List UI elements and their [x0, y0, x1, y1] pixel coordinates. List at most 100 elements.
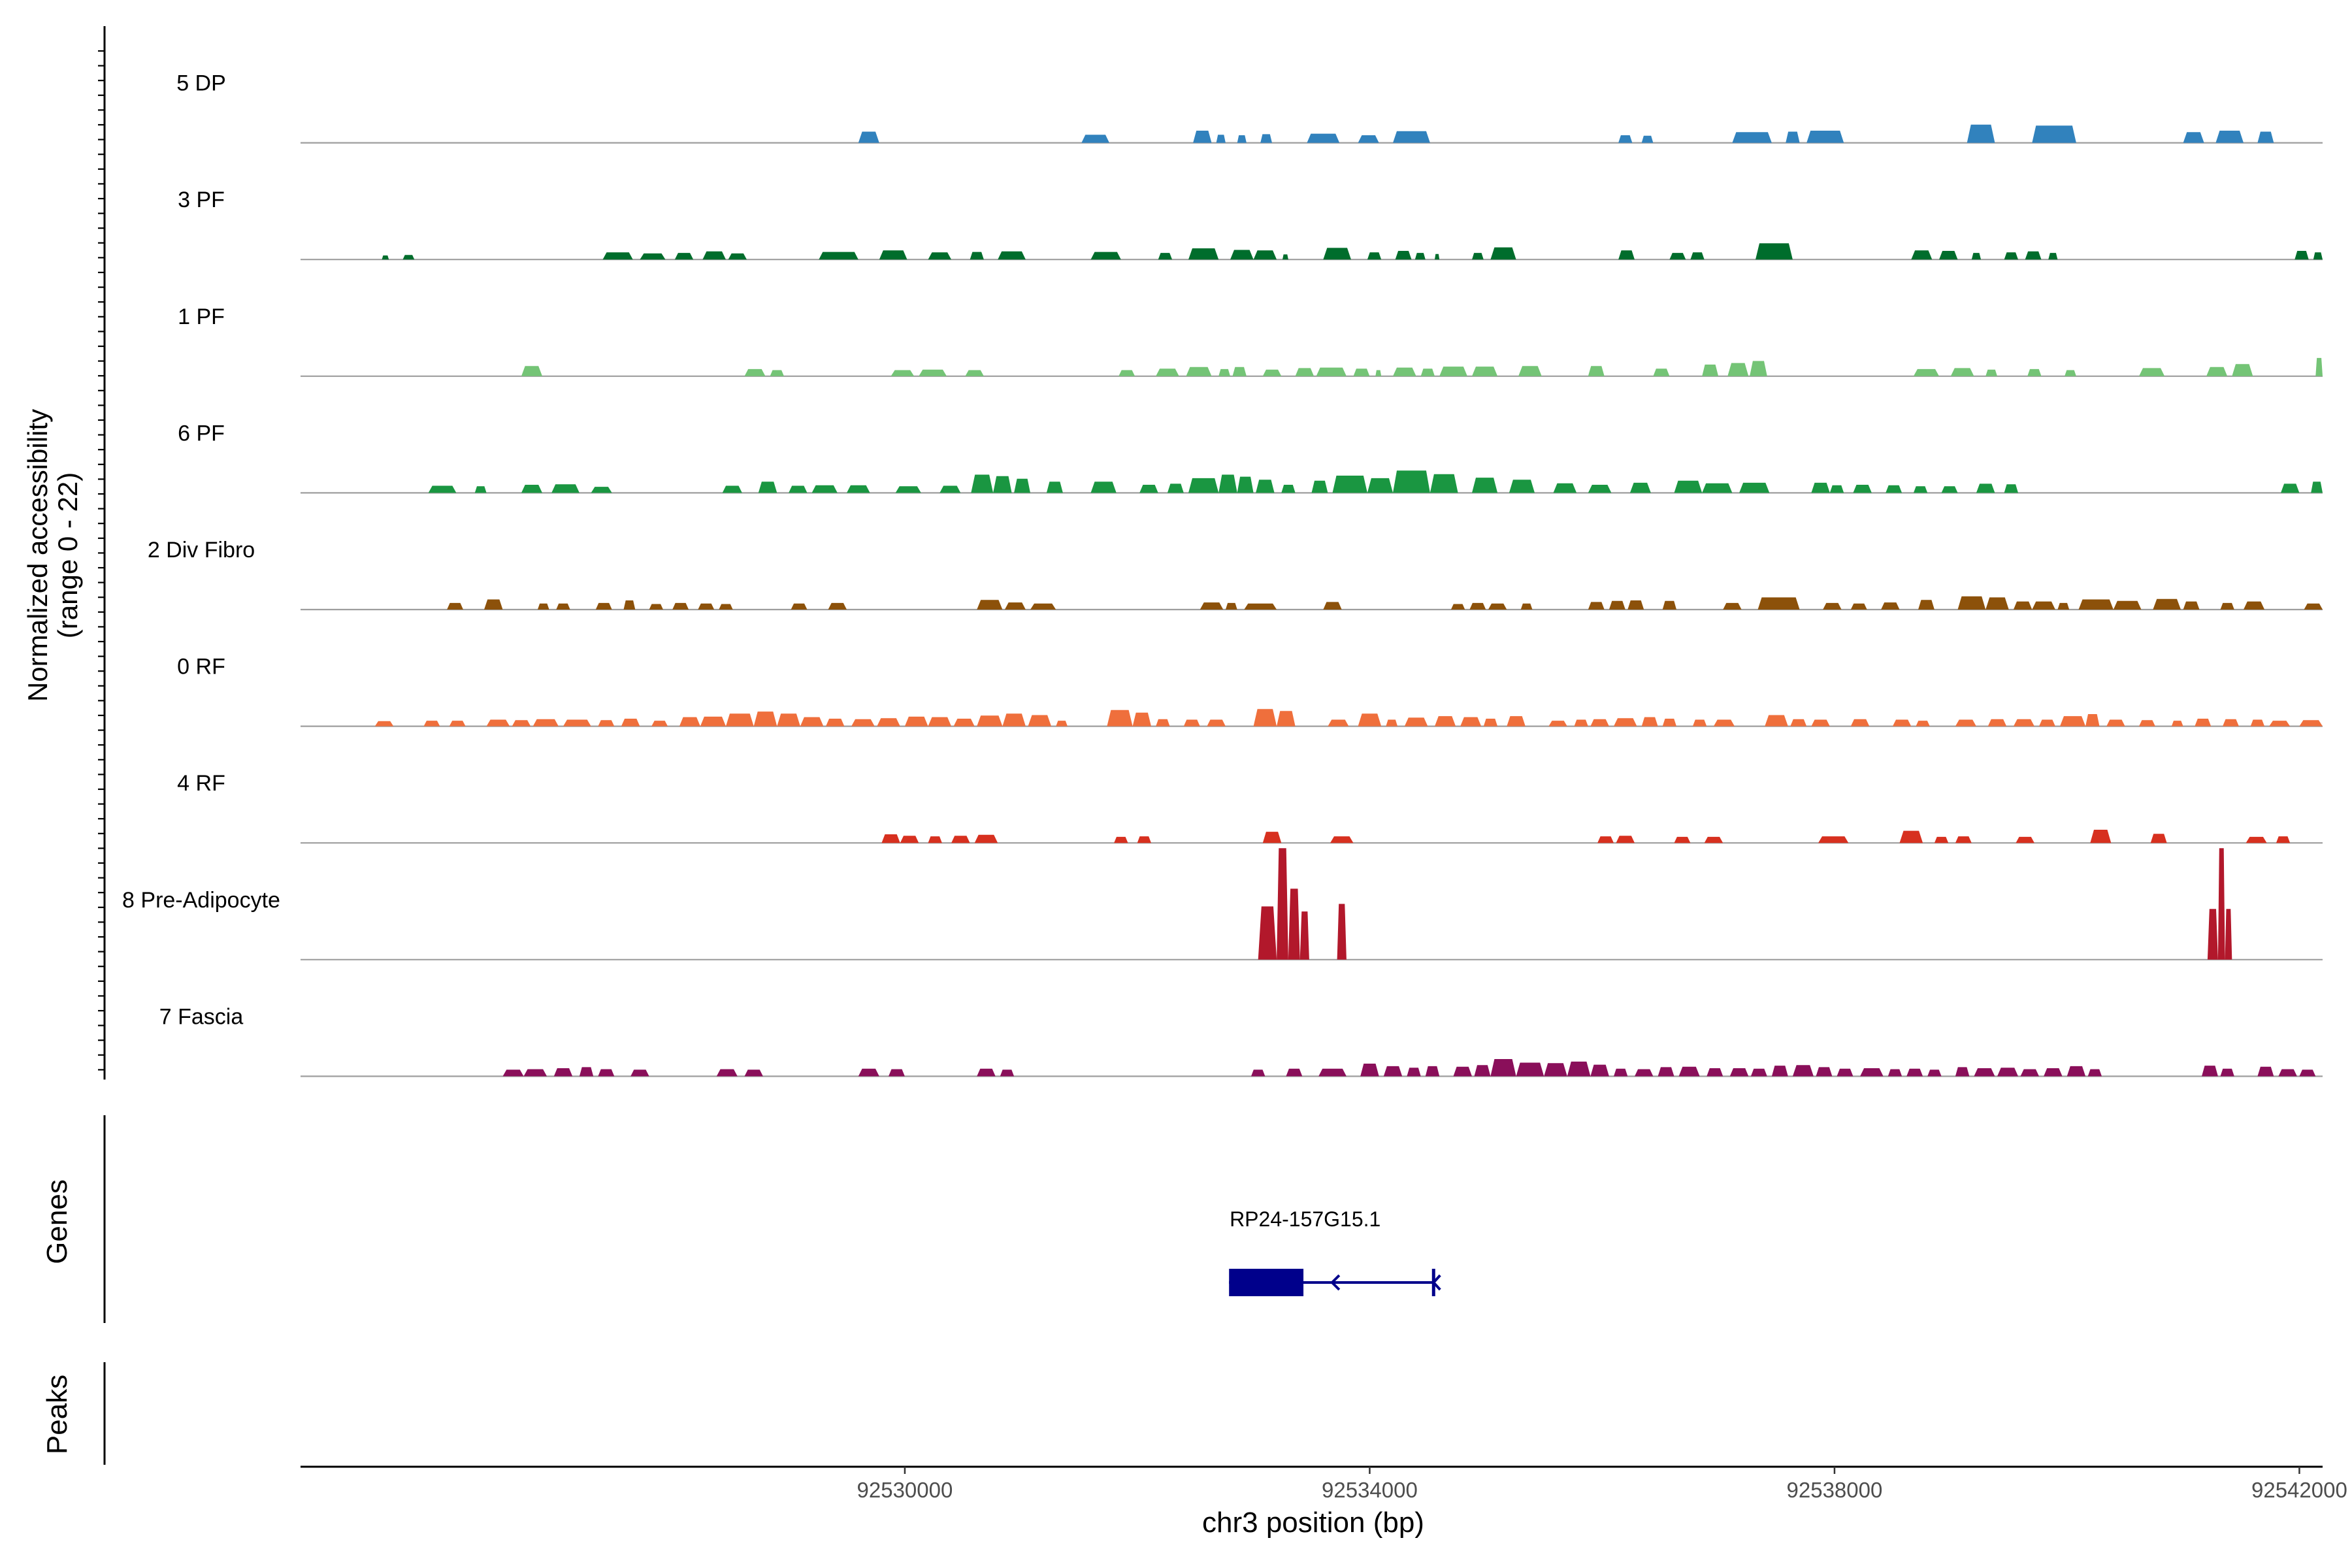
- coverage-peak: [971, 474, 994, 493]
- coverage-peak: [1518, 366, 1542, 376]
- coverage-peak: [1850, 719, 1870, 727]
- coverage-peak: [2257, 1066, 2274, 1077]
- coverage-peak: [1811, 719, 1830, 727]
- coverage-peak: [1674, 836, 1691, 843]
- coverage-peak: [881, 834, 900, 843]
- track-label: 4 RF: [177, 771, 225, 796]
- coverage-peak: [1277, 711, 1296, 727]
- coverage-peak: [1957, 596, 1986, 610]
- coverage-peak: [826, 719, 845, 727]
- coverage-peak: [449, 721, 466, 727]
- track-9: 7 Fascia: [159, 1004, 2323, 1077]
- coverage-tracks: 5 DP 3 PF 1 PF 6 PF 2 Div Fibro 0 RF 4 RF 8 Pre…: [122, 71, 2323, 1077]
- coverage-peak: [1627, 600, 1644, 610]
- coverage-peak: [1460, 717, 1482, 727]
- coverage-peak: [1483, 719, 1498, 727]
- track-label: 1 PF: [178, 304, 225, 329]
- coverage-peak: [2276, 836, 2291, 843]
- coverage-peak: [2315, 357, 2323, 376]
- coverage-peak: [2013, 601, 2033, 610]
- coverage-peak: [1218, 474, 1237, 493]
- coverage-peak: [2057, 602, 2070, 610]
- coverage-peak: [970, 252, 984, 260]
- coverage-peak: [811, 485, 838, 493]
- coverage-peak: [1976, 483, 1995, 493]
- coverage-peak: [928, 252, 952, 260]
- coverage-peak: [1939, 251, 1958, 260]
- coverage-peak: [2048, 253, 2058, 260]
- coverage-peak: [1237, 135, 1247, 143]
- y-axis-label-line1: Normalized accessibility: [22, 409, 53, 702]
- coverage-peak: [2220, 1068, 2234, 1077]
- coverage-peak: [2295, 251, 2309, 260]
- coverage-peak: [744, 1070, 763, 1077]
- coverage-peak: [2304, 603, 2323, 610]
- coverage-peak: [877, 718, 900, 727]
- coverage-peak: [1507, 716, 1526, 727]
- coverage-peak: [1260, 134, 1272, 143]
- coverage-peak: [977, 1068, 996, 1077]
- coverage-peak: [726, 713, 754, 727]
- coverage-peak: [1107, 710, 1133, 727]
- coverage-peak: [447, 602, 463, 610]
- coverage-peak: [1750, 1068, 1767, 1077]
- coverage-peak: [2032, 125, 2076, 143]
- coverage-peak: [1860, 1068, 1884, 1077]
- coverage-peak: [904, 716, 928, 727]
- coverage-peak: [1588, 485, 1612, 493]
- coverage-peak: [1435, 253, 1440, 260]
- coverage-peak: [1629, 482, 1651, 493]
- coverage-peak: [591, 487, 612, 493]
- coverage-peak: [2225, 909, 2232, 960]
- coverage-peak: [1553, 483, 1577, 493]
- coverage-peak: [2113, 600, 2142, 610]
- coverage-peak: [556, 603, 570, 610]
- coverage-peak: [1756, 243, 1793, 260]
- coverage-peak: [1757, 597, 1800, 610]
- track-label: 7 Fascia: [159, 1004, 244, 1029]
- coverage-peak: [1906, 1068, 1923, 1077]
- coverage-peak: [977, 600, 1003, 610]
- coverage-peak: [1618, 250, 1635, 260]
- coverage-peak: [1662, 719, 1676, 727]
- strand-arrow: [1330, 1274, 1341, 1291]
- gene-exon: [1229, 1269, 1304, 1296]
- coverage-peak: [1299, 911, 1309, 960]
- coverage-peak: [1435, 716, 1456, 727]
- coverage-peak: [700, 716, 726, 727]
- coverage-peak: [889, 1069, 905, 1077]
- coverage-peak: [1358, 135, 1379, 143]
- coverage-peak: [2027, 368, 2042, 376]
- coverage-peak: [1653, 368, 1670, 376]
- track-label: 5 DP: [176, 71, 226, 96]
- coverage-peak: [1955, 1067, 1970, 1077]
- coverage-peak: [702, 251, 726, 260]
- coverage-peak: [1244, 603, 1277, 610]
- coverage-peak: [1588, 602, 1605, 610]
- coverage-peak: [1702, 483, 1733, 493]
- coverage-peak: [1472, 253, 1484, 260]
- genes-panel-label: Genes: [41, 1179, 73, 1264]
- coverage-peak: [847, 485, 870, 493]
- coverage-peak: [2066, 1066, 2086, 1077]
- coverage-peak: [2232, 364, 2253, 376]
- coverage-peak: [1395, 251, 1412, 260]
- coverage-peak: [1081, 135, 1109, 143]
- track-label: 2 Div Fibro: [148, 538, 255, 563]
- coverage-peak: [621, 719, 640, 727]
- coverage-peak: [1490, 247, 1516, 260]
- coverage-peak: [1407, 1068, 1421, 1077]
- coverage-peak: [895, 486, 921, 493]
- coverage-peak: [879, 250, 907, 260]
- coverage-peak: [1450, 604, 1465, 610]
- coverage-peak: [2183, 601, 2200, 610]
- coverage-peak: [2195, 719, 2212, 727]
- coverage-peak: [1028, 715, 1052, 727]
- coverage-peak: [1358, 713, 1382, 727]
- coverage-peak: [1156, 368, 1179, 376]
- coverage-peak: [1913, 486, 1928, 493]
- coverage-peak: [1955, 836, 1972, 843]
- coverage-peak: [523, 1069, 547, 1077]
- track-3: 1 PF: [178, 304, 2323, 377]
- coverage-peak: [1258, 906, 1277, 960]
